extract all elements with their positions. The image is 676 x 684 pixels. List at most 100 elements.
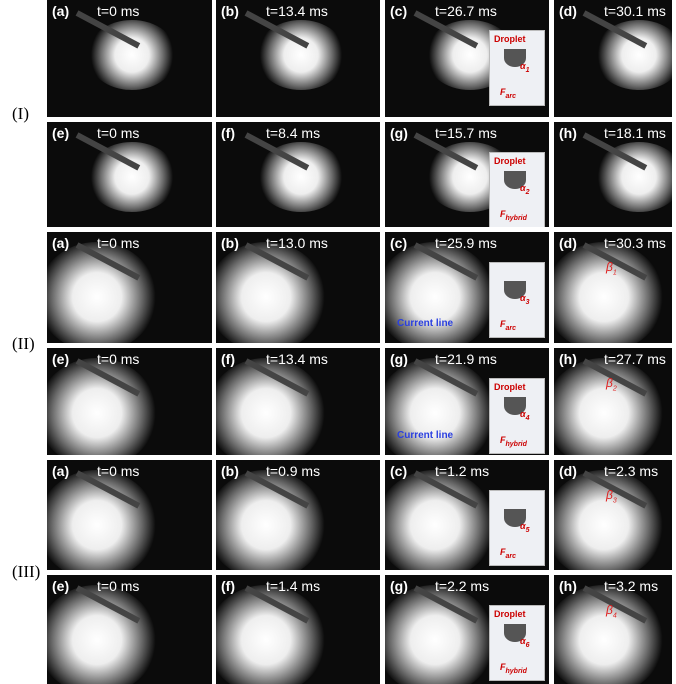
panel-id: (f) [221, 125, 235, 141]
frame: (a)t=0 ms [47, 232, 212, 343]
panel-id: (d) [559, 235, 577, 251]
force-label: Fhybrid [500, 435, 527, 448]
panel-id: (g) [390, 351, 408, 367]
inset-title: Droplet [494, 156, 526, 166]
panel-id: (b) [221, 3, 239, 19]
force-label-subscript: hybrid [506, 441, 527, 448]
current-line-label: Current line [397, 430, 453, 441]
inset-title: Droplet [494, 34, 526, 44]
panel-id: (e) [52, 578, 69, 594]
panel-id: (d) [559, 463, 577, 479]
panel-time: t=0.9 ms [266, 463, 320, 479]
panel-id: (c) [390, 463, 407, 479]
inset-diagram: Droplet α6 Fhybrid [489, 605, 545, 681]
figure: (I)(a)t=0 ms(b)t=13.4 ms(c)t=26.7 msDrop… [0, 0, 676, 684]
beta-label: β1 [606, 260, 617, 276]
frame: (f) t=13.4 ms [216, 348, 380, 455]
panel-id: (f) [221, 578, 235, 594]
force-label: Farc [500, 319, 516, 332]
force-label-subscript: arc [506, 553, 517, 560]
panel-id: (g) [390, 578, 408, 594]
panel-id: (g) [390, 125, 408, 141]
angle-label: α2 [520, 183, 530, 196]
panel-id: (f) [221, 351, 235, 367]
beta-label-symbol: β [606, 260, 613, 274]
panel-id: (a) [52, 235, 69, 251]
arc-glow [256, 142, 346, 212]
panel-id: (a) [52, 3, 69, 19]
panel-time: t=30.3 ms [604, 235, 666, 251]
panel-id: (e) [52, 351, 69, 367]
panel-time: t=0 ms [97, 351, 139, 367]
force-label: Fhybrid [500, 662, 527, 675]
frame: (g)t=2.2 msDropletα6Fhybrid [385, 575, 549, 684]
panel-id: (e) [52, 125, 69, 141]
angle-label: α3 [520, 293, 530, 306]
frame: (b) t=13.0 ms [216, 232, 380, 343]
panel-time: t=0 ms [97, 3, 139, 19]
group-label: (I) [12, 104, 29, 124]
panel-time: t=13.0 ms [266, 235, 328, 251]
frame: (e) t=0 ms [47, 575, 212, 684]
angle-label-subscript: 5 [526, 527, 530, 534]
panel-id: (d) [559, 3, 577, 19]
panel-time: t=15.7 ms [435, 125, 497, 141]
inset-title: Droplet [494, 609, 526, 619]
frame: (d) t=2.3 ms β3 [554, 460, 672, 570]
frame: (e) t=0 ms [47, 348, 212, 455]
beta-label: β4 [606, 603, 617, 619]
force-label: Fhybrid [500, 209, 527, 222]
force-label: Farc [500, 547, 516, 560]
current-line-label: Current line [397, 318, 453, 329]
angle-label-subscript: 4 [526, 415, 530, 422]
panel-time: t=18.1 ms [604, 125, 666, 141]
angle-label: α1 [520, 61, 530, 74]
panel-id: (b) [221, 235, 239, 251]
force-label-subscript: arc [506, 325, 517, 332]
panel-time: t=27.7 ms [604, 351, 666, 367]
frame: (d)t=30.1 ms [554, 0, 672, 117]
group-label: (II) [12, 334, 35, 354]
frame: (h) t=18.1 ms [554, 122, 672, 227]
angle-label-subscript: 1 [526, 67, 530, 74]
panel-time: t=0 ms [97, 578, 139, 594]
panel-time: t=1.4 ms [266, 578, 320, 594]
inset-title: Droplet [494, 382, 526, 392]
panel-id: (h) [559, 125, 577, 141]
beta-label-subscript: 4 [613, 612, 617, 619]
panel-id: (c) [390, 3, 407, 19]
arc-glow [87, 20, 177, 90]
panel-time: t=8.4 ms [266, 125, 320, 141]
frame: (e)t=0 ms [47, 122, 212, 227]
beta-label-subscript: 1 [613, 269, 617, 276]
frame: (g) t=15.7 ms Droplet α2 Fhybrid [385, 122, 549, 227]
panel-time: t=13.4 ms [266, 3, 328, 19]
panel-time: t=13.4 ms [266, 351, 328, 367]
panel-id: (h) [559, 351, 577, 367]
panel-time: t=2.3 ms [604, 463, 658, 479]
arc-glow [87, 142, 177, 212]
panel-id: (h) [559, 578, 577, 594]
panel-id: (c) [390, 235, 407, 251]
angle-label: α6 [520, 636, 530, 649]
force-label-subscript: hybrid [506, 668, 527, 675]
panel-id: (b) [221, 463, 239, 479]
panel-id: (a) [52, 463, 69, 479]
angle-label-subscript: 2 [526, 189, 530, 196]
panel-time: t=1.2 ms [435, 463, 489, 479]
frame: (b) t=13.4 ms [216, 0, 380, 117]
panel-time: t=3.2 ms [604, 578, 658, 594]
inset-diagram: α3 Farc [489, 262, 545, 338]
beta-label-symbol: β [606, 376, 613, 390]
beta-label-symbol: β [606, 488, 613, 502]
beta-label: β3 [606, 488, 617, 504]
arc-glow [594, 20, 672, 90]
group-label: (III) [12, 562, 40, 582]
beta-label-symbol: β [606, 603, 613, 617]
